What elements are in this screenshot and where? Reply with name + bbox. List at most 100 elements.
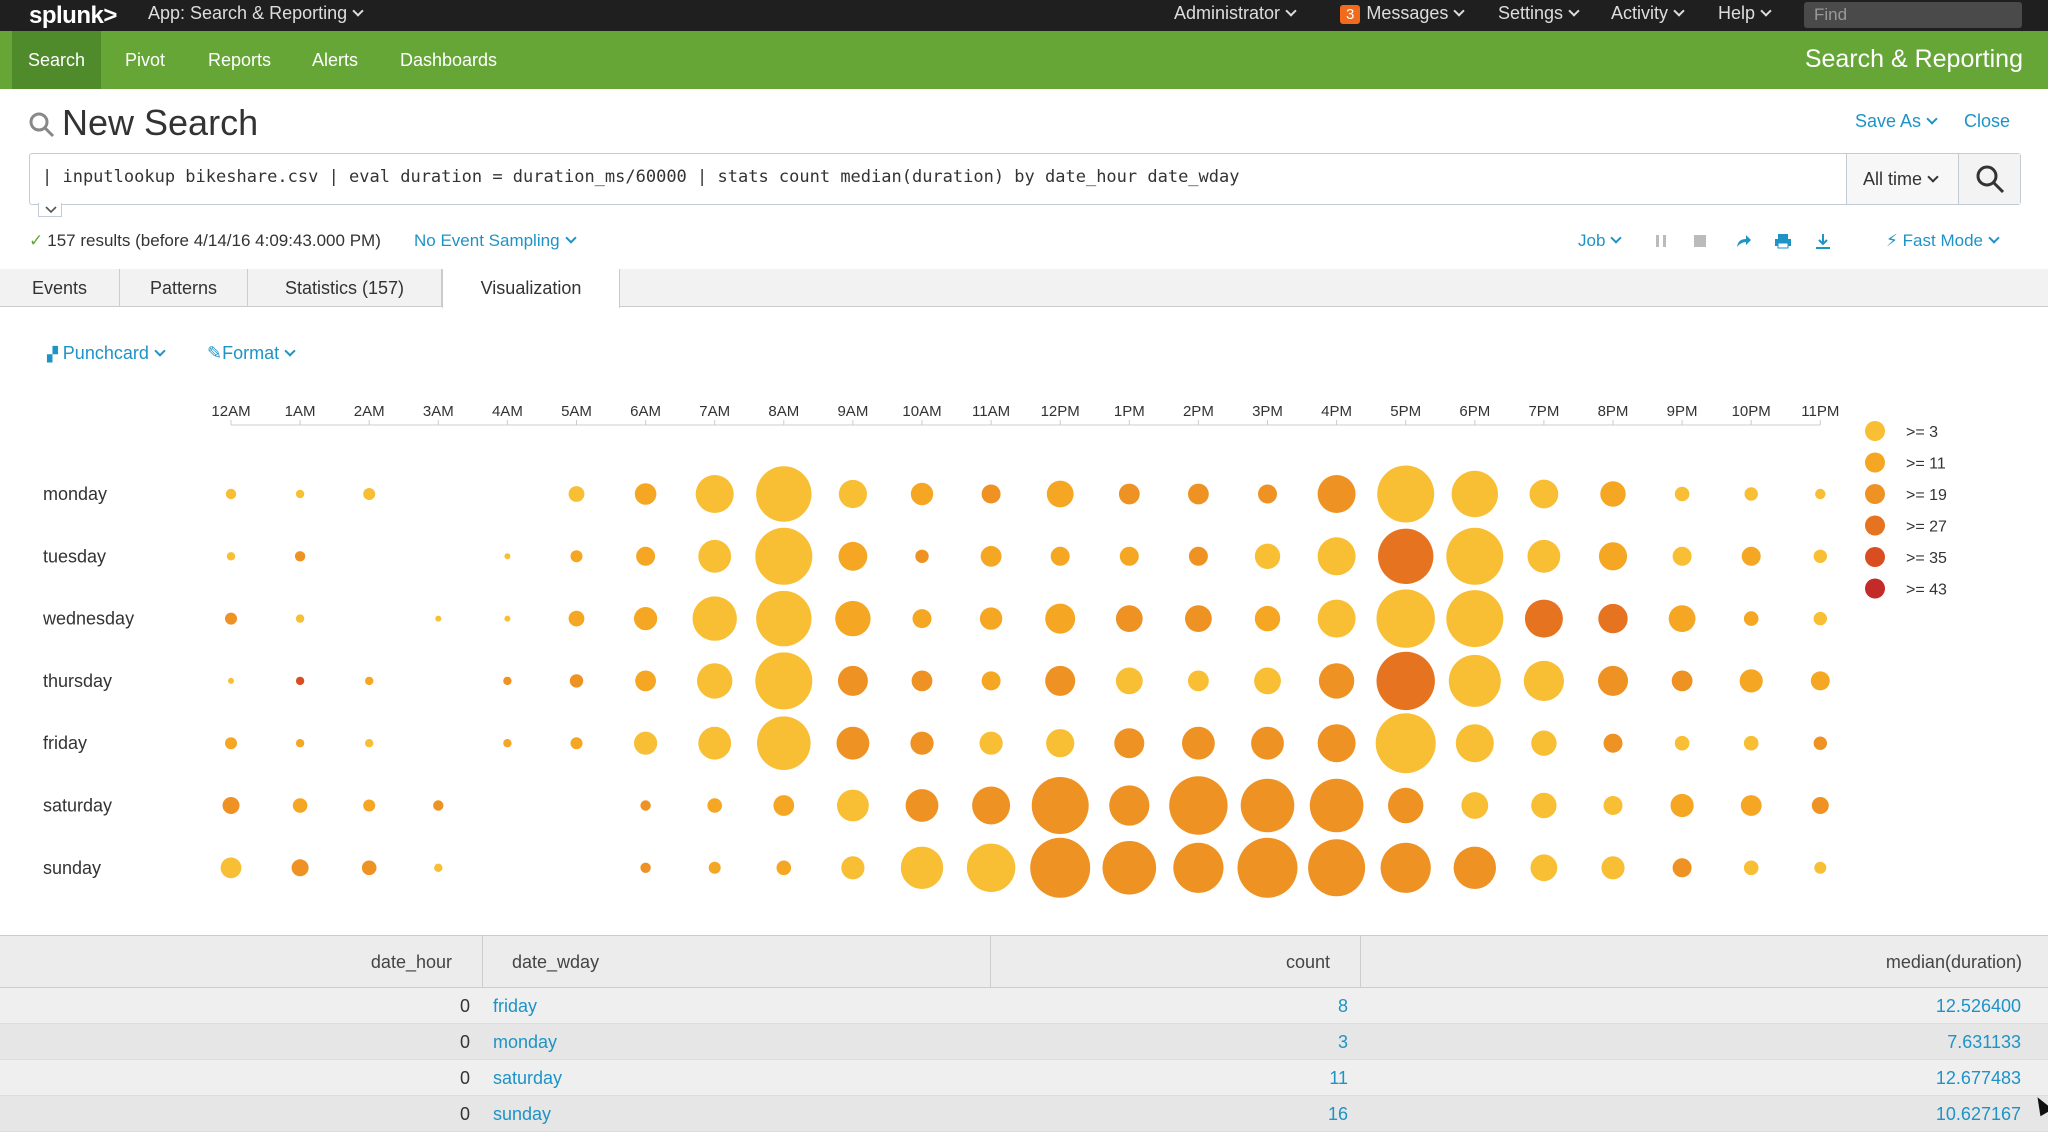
punch-point[interactable] <box>636 546 656 566</box>
punch-point[interactable] <box>835 600 871 637</box>
pause-icon[interactable] <box>1654 232 1668 250</box>
column-header-median-duration[interactable]: median(duration) <box>1885 952 2022 972</box>
punch-point[interactable] <box>1598 542 1628 571</box>
punch-point[interactable] <box>1251 726 1284 760</box>
punch-point[interactable] <box>1739 669 1763 693</box>
cell-count[interactable]: 11 <box>1329 1068 1348 1088</box>
punch-point[interactable] <box>503 739 512 748</box>
punch-point[interactable] <box>568 486 585 502</box>
cell-median-duration[interactable]: 10.627167 <box>1935 1104 2021 1124</box>
punch-point[interactable] <box>291 859 309 877</box>
punch-point[interactable] <box>1030 837 1091 898</box>
punch-point[interactable] <box>1672 858 1692 878</box>
punch-point[interactable] <box>294 551 306 562</box>
punch-point[interactable] <box>1050 546 1070 566</box>
punch-point[interactable] <box>1308 839 1366 897</box>
stop-icon[interactable] <box>1692 232 1708 250</box>
punch-point[interactable] <box>841 856 865 880</box>
punch-point[interactable] <box>1674 735 1690 751</box>
punch-point[interactable] <box>1115 605 1143 632</box>
punch-point[interactable] <box>1743 860 1759 876</box>
punch-point[interactable] <box>1258 484 1277 504</box>
punch-point[interactable] <box>981 671 1001 691</box>
punch-point[interactable] <box>980 545 1002 567</box>
punch-point[interactable] <box>900 846 944 889</box>
punch-point[interactable] <box>756 590 812 647</box>
punch-point[interactable] <box>1046 729 1075 758</box>
punch-point[interactable] <box>435 615 442 622</box>
punch-point[interactable] <box>1317 599 1356 638</box>
tab-events[interactable]: Events <box>0 269 120 307</box>
punch-point[interactable] <box>979 731 1003 755</box>
share-icon[interactable] <box>1734 232 1752 250</box>
punch-point[interactable] <box>910 482 934 506</box>
punch-point[interactable] <box>1448 654 1501 707</box>
punch-point[interactable] <box>1740 795 1762 816</box>
punch-point[interactable] <box>634 731 658 755</box>
punch-point[interactable] <box>1388 787 1424 824</box>
punch-point[interactable] <box>915 549 929 563</box>
punch-point[interactable] <box>1529 479 1559 509</box>
punch-point[interactable] <box>1524 599 1563 638</box>
punch-point[interactable] <box>295 676 305 686</box>
punch-point[interactable] <box>1674 486 1690 502</box>
punch-point[interactable] <box>1376 651 1435 711</box>
punch-point[interactable] <box>570 550 583 563</box>
punch-point[interactable] <box>972 786 1011 825</box>
punch-point[interactable] <box>1598 603 1628 634</box>
punch-point[interactable] <box>1671 670 1693 692</box>
punch-point[interactable] <box>905 789 939 822</box>
punch-point[interactable] <box>295 489 305 499</box>
punch-point[interactable] <box>1378 528 1434 584</box>
punch-point[interactable] <box>1318 663 1355 699</box>
punch-point[interactable] <box>1240 778 1295 833</box>
close-button[interactable]: Close <box>1964 111 2011 131</box>
punch-point[interactable] <box>1668 605 1696 632</box>
punch-point[interactable] <box>365 676 374 686</box>
punch-point[interactable] <box>1237 837 1298 898</box>
punch-point[interactable] <box>569 674 584 688</box>
run-search-button[interactable] <box>1958 154 2020 204</box>
settings-menu[interactable]: Settings <box>1498 3 1580 24</box>
punch-point[interactable] <box>1600 481 1626 507</box>
punch-point[interactable] <box>640 862 651 873</box>
nav-alerts[interactable]: Alerts <box>312 50 359 70</box>
punch-point[interactable] <box>640 800 651 811</box>
punch-point[interactable] <box>504 553 511 560</box>
punch-point[interactable] <box>434 863 443 872</box>
punch-point[interactable] <box>698 726 732 760</box>
punch-point[interactable] <box>1672 546 1692 566</box>
punch-point[interactable] <box>1317 724 1356 763</box>
event-sampling-dropdown[interactable]: No Event Sampling <box>414 231 577 251</box>
punch-point[interactable] <box>697 663 733 699</box>
column-header-date-wday[interactable]: date_wday <box>483 936 991 988</box>
punch-point[interactable] <box>1811 797 1829 814</box>
punch-point[interactable] <box>757 716 811 770</box>
splunk-logo[interactable]: splunk> <box>29 2 117 29</box>
punch-point[interactable] <box>838 541 868 571</box>
punch-point[interactable] <box>361 860 377 876</box>
time-range-picker[interactable]: All time <box>1846 154 1958 204</box>
cell-date-wday[interactable]: monday <box>493 1032 558 1052</box>
punch-point[interactable] <box>363 488 376 500</box>
punch-point[interactable] <box>1527 539 1561 573</box>
format-dropdown[interactable]: ✎Format <box>207 343 296 364</box>
admin-menu[interactable]: Administrator <box>1174 3 1297 24</box>
punch-point[interactable] <box>1743 735 1759 751</box>
punch-point[interactable] <box>225 612 237 625</box>
punch-point[interactable] <box>1376 589 1435 648</box>
punch-point[interactable] <box>503 676 512 686</box>
punch-point[interactable] <box>433 800 444 811</box>
punch-point[interactable] <box>1254 667 1281 695</box>
punch-point[interactable] <box>1451 470 1499 518</box>
punch-point[interactable] <box>1461 792 1489 819</box>
search-expand-toggle[interactable] <box>38 203 62 217</box>
punch-point[interactable] <box>1530 854 1558 882</box>
cell-median-duration[interactable]: 7.631133 <box>1947 1032 2021 1052</box>
punch-point[interactable] <box>295 614 305 623</box>
punch-point[interactable] <box>568 610 585 627</box>
punch-point[interactable] <box>220 857 242 879</box>
punch-point[interactable] <box>1173 842 1224 893</box>
punch-point[interactable] <box>1254 543 1281 569</box>
punch-point[interactable] <box>1453 846 1497 889</box>
